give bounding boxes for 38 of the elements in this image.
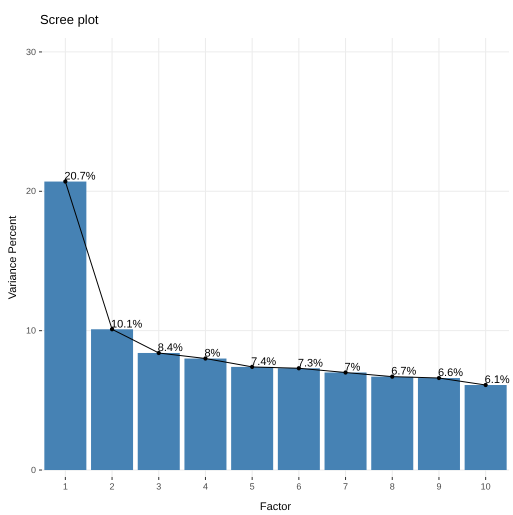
x-tick-label: 7 <box>343 481 348 492</box>
data-label: 6.6% <box>438 367 464 380</box>
data-label: 7.3% <box>298 357 324 370</box>
data-label: 6.1% <box>484 374 510 386</box>
y-tick-label: 20 <box>26 186 36 196</box>
x-tick-label: 2 <box>110 481 115 492</box>
x-tick-label: 8 <box>390 481 395 492</box>
data-label: 7.4% <box>251 356 276 368</box>
x-tick-label: 6 <box>296 481 302 492</box>
data-label: 7% <box>344 361 361 374</box>
bar <box>324 372 367 470</box>
point <box>390 374 394 379</box>
data-label: 8.4% <box>158 342 184 354</box>
data-label: 20.7% <box>64 170 96 183</box>
bar <box>91 329 134 470</box>
y-tick-label: 0 <box>30 464 36 475</box>
chart-title: Scree plot <box>40 12 99 27</box>
bar <box>418 378 460 470</box>
bar <box>231 366 274 470</box>
bar <box>184 358 226 470</box>
y-axis-title: Variance Percent <box>7 216 19 300</box>
y-tick-label: 30 <box>26 46 36 57</box>
data-label: 10.1% <box>111 318 142 330</box>
bar <box>464 385 507 470</box>
data-label: 6.7% <box>391 366 417 378</box>
x-tick-label: 4 <box>202 481 208 492</box>
x-tick-label: 10 <box>480 481 491 492</box>
bar <box>138 352 180 470</box>
data-label: 8% <box>204 348 221 360</box>
x-tick-label: 1 <box>62 481 68 492</box>
x-tick-label: 9 <box>436 481 442 492</box>
y-tick-label: 10 <box>26 326 36 336</box>
x-tick-label: 3 <box>156 481 162 492</box>
bar <box>44 182 86 470</box>
x-tick-label: 5 <box>250 481 255 492</box>
bar <box>371 376 414 470</box>
x-axis-title: Factor <box>260 501 292 513</box>
bar <box>278 368 320 470</box>
